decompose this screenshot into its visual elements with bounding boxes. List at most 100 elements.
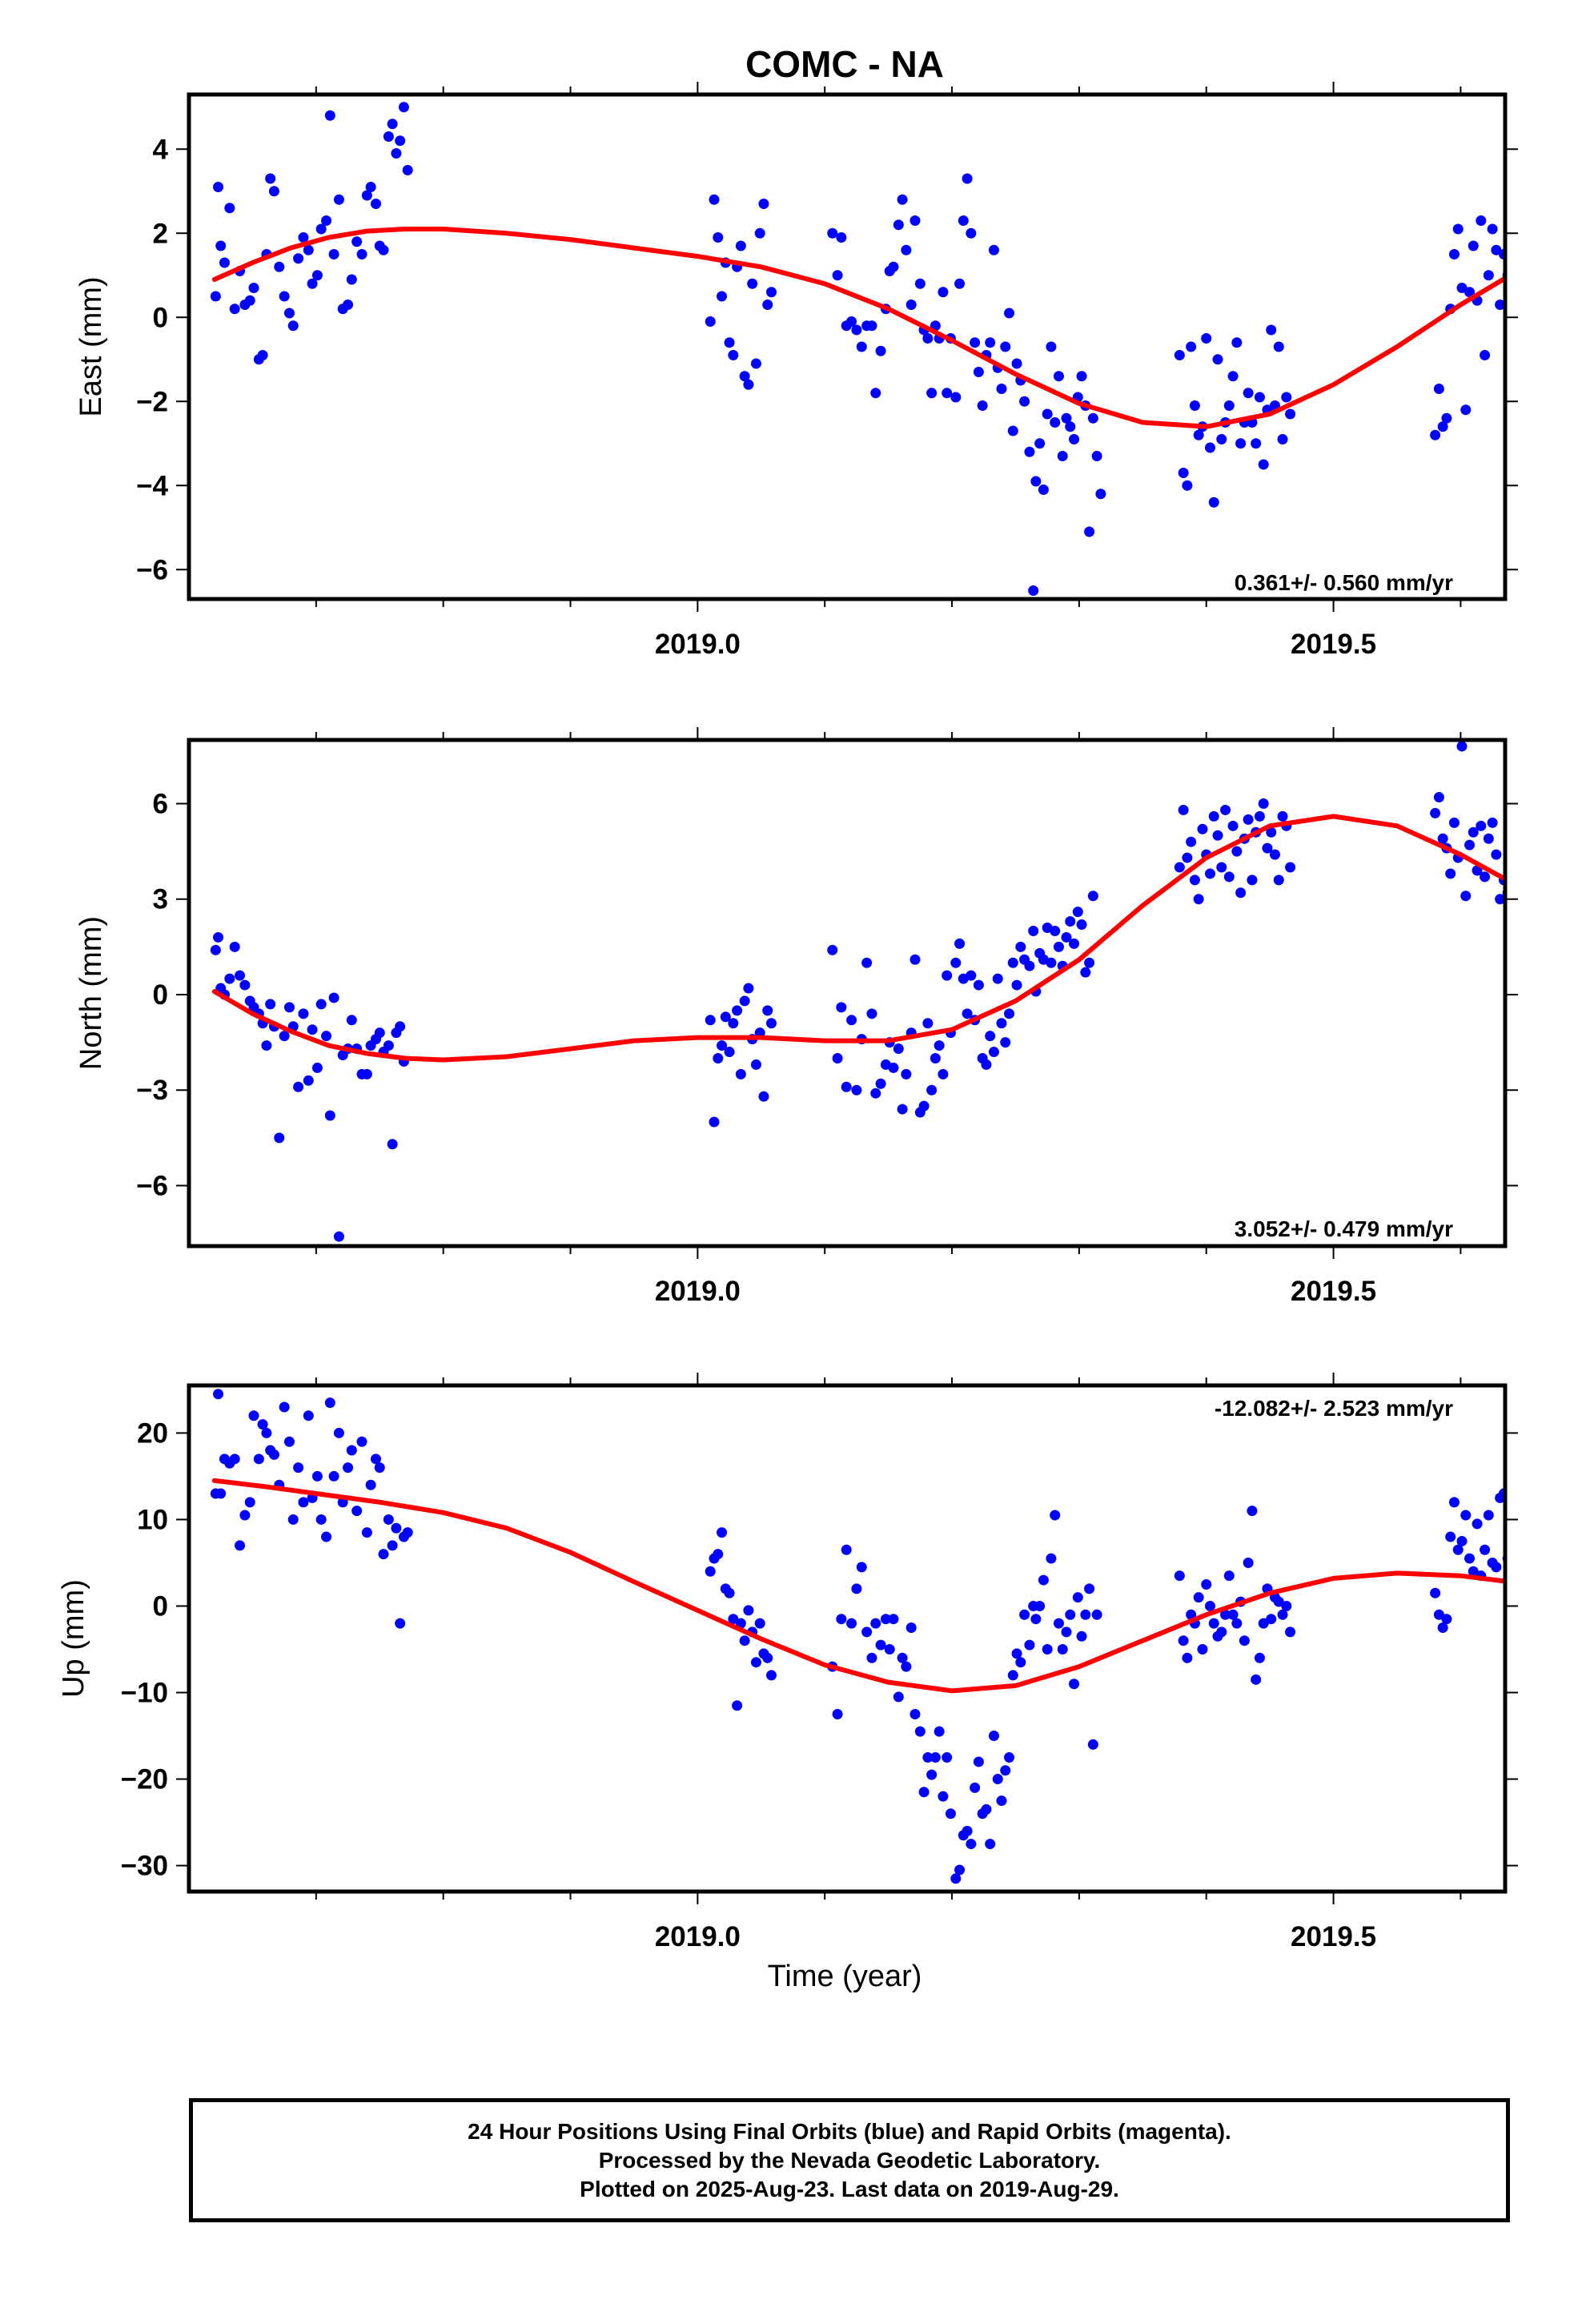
north-data-point [395, 1021, 406, 1032]
north-data-point [1277, 810, 1288, 822]
up-data-point [914, 1726, 926, 1737]
north-data-point [1216, 862, 1227, 873]
up-data-point [1510, 1545, 1520, 1555]
up-data-point [884, 1644, 895, 1655]
east-y-tick-label: −6 [136, 554, 168, 585]
east-data-point [1028, 585, 1039, 596]
east-data-point [210, 291, 221, 302]
east-data-point [950, 392, 962, 403]
north-data-point [762, 1005, 773, 1016]
east-data-point [735, 240, 746, 251]
north-data-point [346, 1015, 357, 1026]
up-data-point [1472, 1518, 1483, 1530]
north-data-point [739, 995, 750, 1007]
north-data-point [1495, 894, 1505, 905]
north-data-point [1468, 826, 1479, 838]
east-data-point [215, 240, 227, 251]
east-data-point [996, 384, 1007, 394]
up-data-point [1281, 1600, 1292, 1611]
up-data-point [841, 1544, 852, 1555]
up-data-point [705, 1566, 716, 1577]
north-data-point [1007, 957, 1018, 968]
up-data-point [1201, 1578, 1212, 1590]
up-data-point [1030, 1614, 1042, 1625]
east-data-point [1441, 412, 1452, 424]
up-x-tick-label: 2019.0 [655, 1921, 741, 1952]
north-data-point [1227, 820, 1239, 831]
up-y-tick-label: 20 [137, 1417, 168, 1449]
up-data-point [1015, 1657, 1026, 1668]
east-data-point [938, 287, 949, 298]
north-data-point [988, 1047, 999, 1058]
up-data-point [1204, 1600, 1215, 1611]
north-data-point [926, 1084, 938, 1096]
east-panel: 2019.0 2019.5 −6 −4 −2 0 2 4 East (mm) 0.361+/- 0… [74, 82, 1518, 660]
east-data-point [257, 350, 268, 360]
east-data-point [343, 300, 354, 310]
up-data-point [1223, 1570, 1235, 1582]
north-data-point [1065, 916, 1076, 927]
up-data-point [1468, 1566, 1479, 1577]
up-data-point [938, 1791, 949, 1802]
north-data-point [1061, 931, 1072, 943]
north-data-point [307, 1024, 318, 1035]
up-data-point [836, 1614, 847, 1625]
up-data-point [1072, 1592, 1083, 1603]
east-data-point [229, 304, 240, 315]
up-data-point [1024, 1639, 1035, 1651]
north-data-point [1487, 817, 1498, 828]
east-data-point [914, 278, 926, 289]
east-x-tick-label: 2019.5 [1291, 629, 1376, 660]
north-data-point [893, 1043, 904, 1055]
up-data-point [1004, 1752, 1015, 1763]
north-data-point [229, 941, 240, 952]
north-data-point [1243, 814, 1254, 825]
east-data-point [1030, 476, 1042, 487]
east-y-tick-label: 0 [153, 302, 168, 333]
up-data-point [1266, 1614, 1277, 1625]
up-data-point [351, 1506, 363, 1517]
up-data-point [343, 1462, 354, 1474]
up-data-point [934, 1726, 945, 1737]
east-data-point [213, 182, 224, 192]
up-data-point [1007, 1670, 1018, 1681]
east-data-point [1087, 412, 1098, 424]
up-data-point [926, 1769, 938, 1780]
east-data-point [1433, 384, 1444, 394]
up-y-tick-label: −30 [121, 1851, 168, 1882]
up-data-point [213, 1389, 224, 1400]
up-data-point [293, 1462, 304, 1474]
north-data-point [851, 1084, 862, 1096]
north-data-point [1448, 817, 1460, 828]
up-data-point [298, 1497, 309, 1508]
east-data-point [1243, 388, 1254, 399]
up-data-point [395, 1618, 406, 1629]
north-data-point [1193, 894, 1204, 905]
north-data-point [333, 1231, 344, 1242]
up-data-point [378, 1549, 389, 1560]
up-data-point [735, 1618, 746, 1629]
east-data-point [705, 316, 716, 327]
up-data-point [1061, 1626, 1072, 1638]
north-data-point [875, 1078, 886, 1089]
east-data-point [1476, 215, 1487, 226]
east-data-point [265, 173, 276, 184]
north-data-point [283, 1002, 295, 1013]
east-plot-area [210, 102, 1505, 596]
up-data-point [922, 1752, 934, 1763]
up-data-point [1034, 1600, 1046, 1611]
up-data-point [765, 1670, 777, 1681]
up-data-point [962, 1825, 973, 1836]
north-data-point [328, 992, 339, 1003]
east-data-point [248, 283, 259, 293]
east-data-point [747, 278, 758, 289]
east-data-point [856, 341, 867, 352]
up-y-axis-title: Up (mm) [57, 1579, 90, 1698]
east-data-point [893, 219, 904, 231]
up-data-point [1182, 1652, 1193, 1663]
up-data-point [1430, 1587, 1441, 1598]
north-rate-label: 3.052+/- 0.479 mm/yr [1235, 1216, 1453, 1241]
north-data-point [1506, 881, 1516, 891]
up-data-point [1091, 1609, 1102, 1620]
